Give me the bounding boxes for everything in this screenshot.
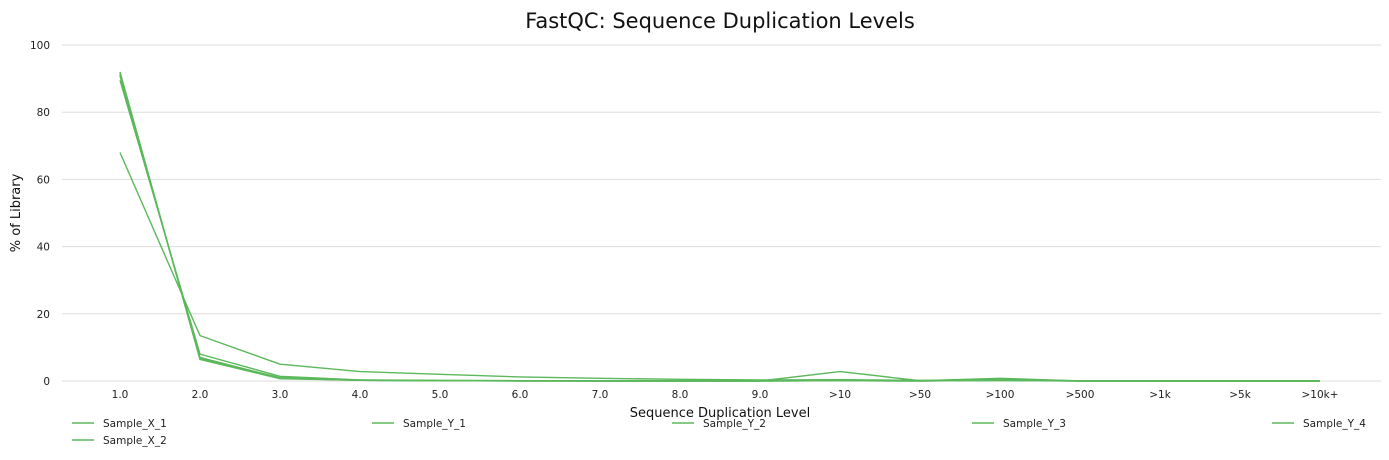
series-line-sample-y-4 bbox=[119, 71, 1320, 382]
legend-label: Sample_X_2 bbox=[103, 435, 167, 447]
y-tick-label: 40 bbox=[37, 242, 50, 254]
y-tick-label: 100 bbox=[30, 40, 50, 52]
series-line-sample-x-1 bbox=[119, 152, 1320, 382]
legend-item[interactable]: Sample_X_1 bbox=[72, 418, 167, 430]
y-axis-ticks: 0 20 40 60 80 100 bbox=[30, 40, 50, 388]
series-line-sample-y-1 bbox=[119, 73, 1320, 382]
series-line-sample-y-3 bbox=[119, 75, 1320, 382]
x-tick-label: >100 bbox=[986, 389, 1015, 401]
x-tick-label: 2.0 bbox=[192, 389, 209, 401]
y-tick-label: 60 bbox=[37, 174, 50, 186]
x-tick-label: 1.0 bbox=[112, 389, 129, 401]
x-axis-ticks: 1.0 2.0 3.0 4.0 5.0 6.0 7.0 8.0 9.0 >10 >50 >100 >50… bbox=[112, 389, 1339, 401]
x-tick-label: >10 bbox=[829, 389, 851, 401]
series-line-sample-y-2 bbox=[119, 75, 1320, 382]
x-tick-label: >5k bbox=[1229, 389, 1251, 401]
legend-item[interactable]: Sample_X_2 bbox=[72, 435, 167, 447]
chart-title: FastQC: Sequence Duplication Levels bbox=[525, 9, 915, 33]
x-tick-label: >10k+ bbox=[1301, 389, 1338, 401]
legend-label: Sample_X_1 bbox=[103, 418, 167, 430]
legend-item[interactable]: Sample_Y_1 bbox=[372, 418, 466, 430]
x-tick-label: >50 bbox=[909, 389, 931, 401]
x-tick-label: 8.0 bbox=[672, 389, 689, 401]
legend-label: Sample_Y_3 bbox=[1003, 418, 1066, 430]
x-tick-label: 9.0 bbox=[752, 389, 769, 401]
legend-item[interactable]: Sample_Y_3 bbox=[972, 418, 1066, 430]
x-tick-label: 5.0 bbox=[432, 389, 449, 401]
legend-label: Sample_Y_4 bbox=[1303, 418, 1366, 430]
legend-label: Sample_Y_2 bbox=[703, 418, 766, 430]
y-tick-label: 0 bbox=[43, 376, 50, 388]
x-tick-label: 3.0 bbox=[272, 389, 289, 401]
x-axis-label: Sequence Duplication Level bbox=[630, 406, 810, 421]
gridlines bbox=[62, 44, 1381, 382]
legend-item[interactable]: Sample_Y_4 bbox=[1272, 418, 1366, 430]
series-lines bbox=[119, 71, 1320, 382]
x-tick-label: 4.0 bbox=[352, 389, 369, 401]
x-tick-label: >500 bbox=[1066, 389, 1095, 401]
legend: Sample_X_1 Sample_X_2 Sample_Y_1 Sample_Y_2… bbox=[72, 418, 1366, 447]
legend-label: Sample_Y_1 bbox=[403, 418, 466, 430]
x-tick-label: 6.0 bbox=[512, 389, 529, 401]
x-tick-label: >1k bbox=[1149, 389, 1171, 401]
y-tick-label: 80 bbox=[37, 107, 50, 119]
y-axis-label: % of Library bbox=[9, 173, 24, 252]
x-tick-label: 7.0 bbox=[592, 389, 609, 401]
legend-item[interactable]: Sample_Y_2 bbox=[672, 418, 766, 430]
series-line-sample-x-2 bbox=[119, 80, 1320, 382]
y-tick-label: 20 bbox=[37, 309, 50, 321]
